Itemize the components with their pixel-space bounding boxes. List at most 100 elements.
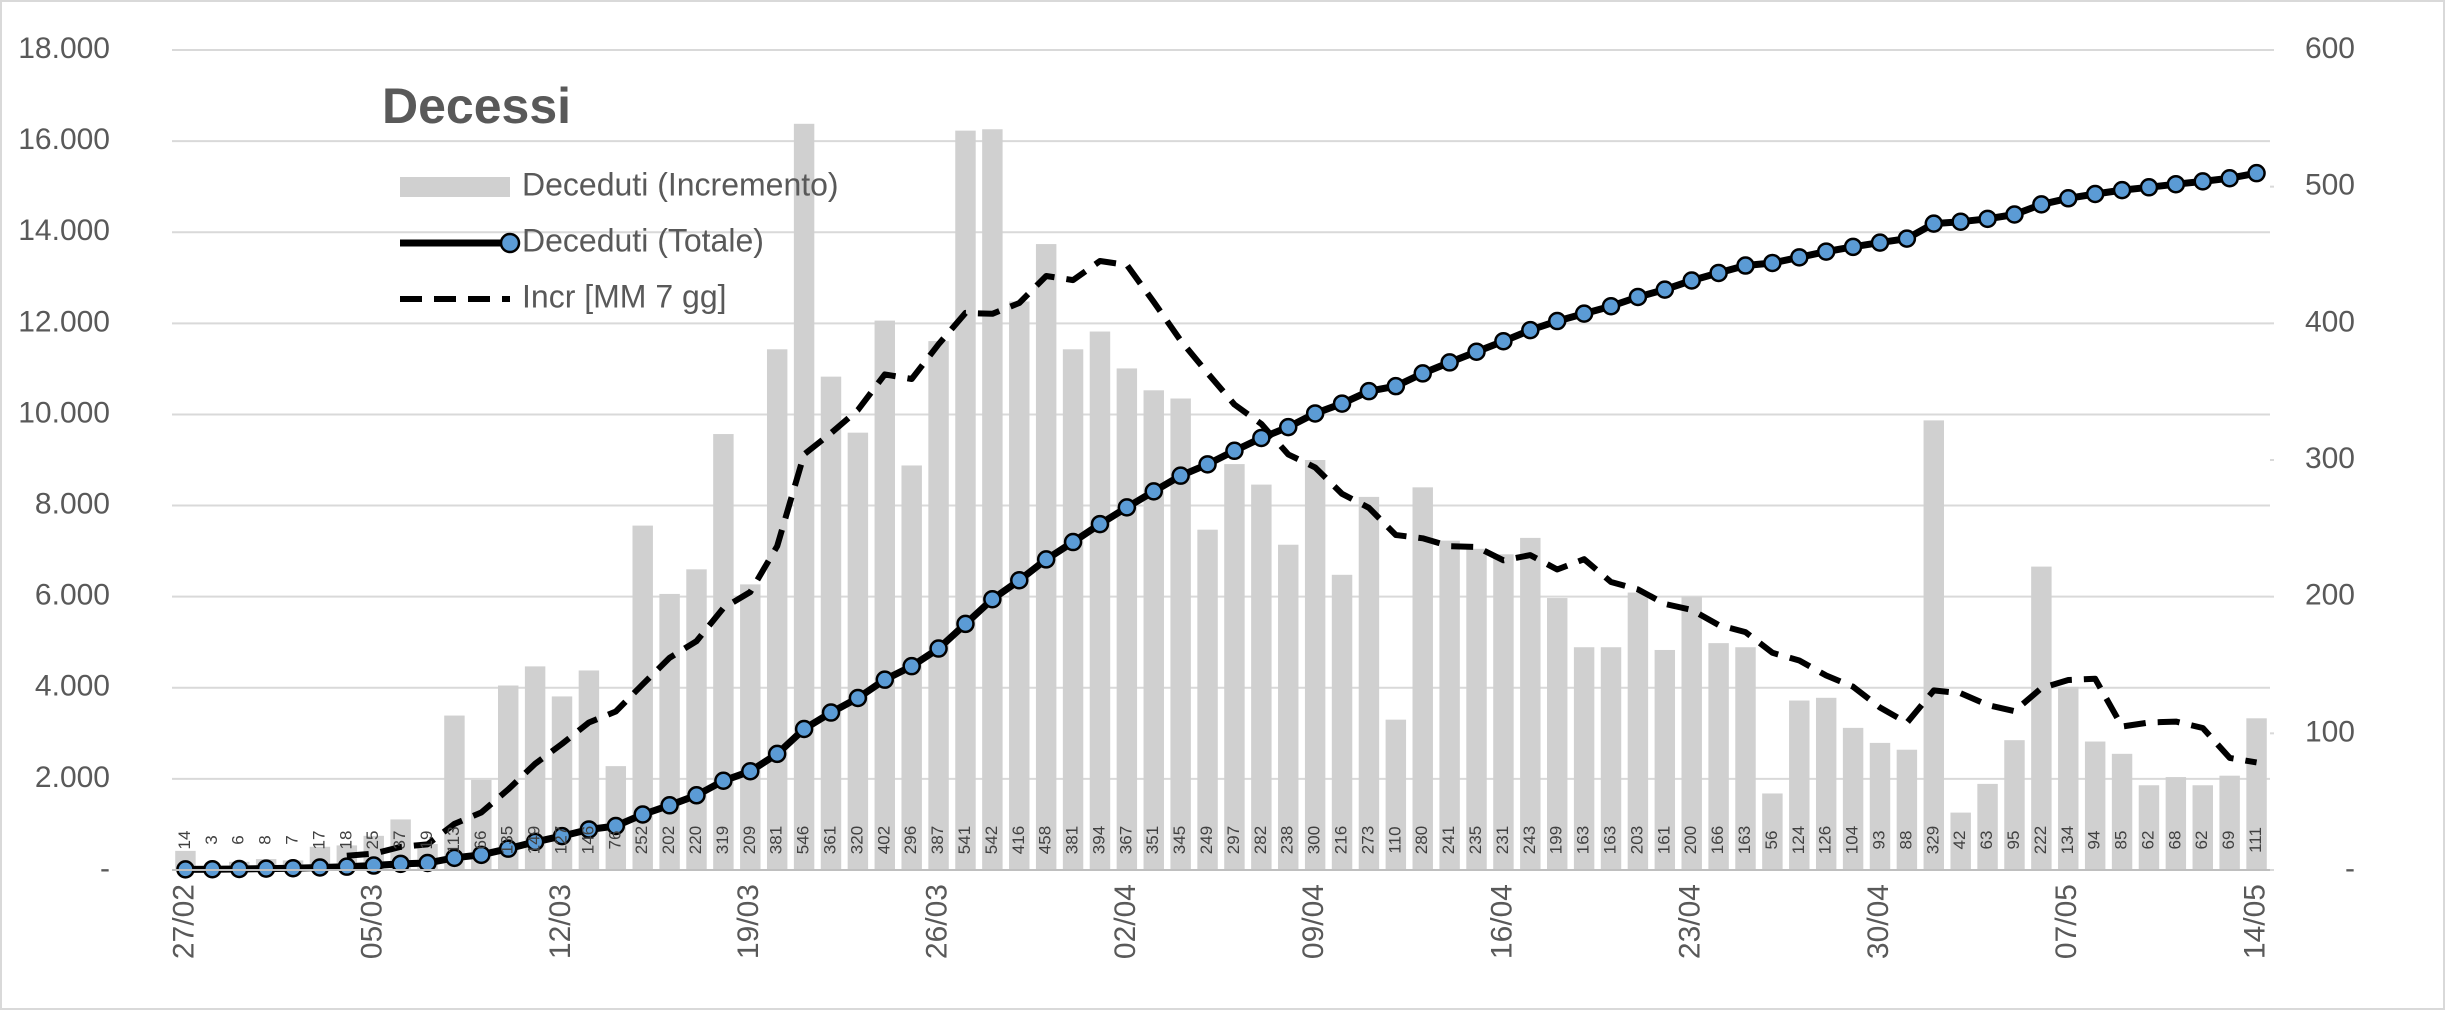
line-marker [2220,168,2239,188]
line-marker [472,845,491,865]
bar [1278,544,1299,870]
line-marker [956,614,975,634]
bar [2138,785,2160,870]
line-marker [1305,404,1325,423]
bar [1439,540,1460,870]
bar [686,569,707,870]
bar-value-label: 541 [955,826,974,854]
dashed-line [346,258,2258,859]
line-marker [1843,237,1863,257]
bar [847,432,869,870]
bar-value-label: 146 [578,826,597,854]
line-marker [552,826,572,846]
bar [955,130,976,871]
y-tick-label: - [100,852,110,885]
line-marker [2112,180,2132,200]
legend-swatch [400,177,510,197]
line-marker [687,786,706,805]
x-tick-label: 23/04 [1674,884,1707,959]
line-marker [2032,195,2051,214]
bar [2219,775,2240,870]
y2-tick-label: 200 [2305,579,2355,612]
bar [1708,643,1729,870]
bar-value-label: 37 [390,831,409,850]
bar-value-label: 231 [1493,826,1512,854]
y-tick-label: 6.000 [35,579,110,612]
bar-value-label: 300 [1305,826,1324,854]
x-tick-label: 14/05 [2238,884,2271,959]
bar [2165,777,2187,870]
y-tick-label: 8.000 [35,487,110,520]
line-marker [767,744,787,764]
line-marker [1547,311,1567,331]
bar-value-label: 56 [1762,831,1781,850]
line-marker [2085,184,2105,204]
line-marker [1736,256,1755,275]
line-marker [1709,263,1728,283]
bar-value-label: 202 [659,826,678,854]
bar-value-label: 381 [767,826,786,854]
line-marker [310,858,330,877]
bar [1412,487,1433,870]
bar-value-label: 416 [1009,826,1028,854]
bar [928,341,949,871]
bar [2058,686,2079,870]
line-marker [2139,178,2159,197]
bar-value-label: 68 [2165,831,2184,850]
bar-value-label: 6 [229,835,248,844]
bar [2111,753,2133,870]
bar-value-label: 19 [417,831,436,850]
bar [1869,742,1891,870]
bar-value-label: 458 [1036,826,1055,854]
bar [1789,700,1810,870]
bar-value-label: 238 [1278,826,1297,854]
bar-value-label: 25 [363,831,382,850]
bar-value-label: 320 [847,826,866,854]
line-marker [1278,417,1298,437]
line-marker [1897,229,1917,248]
bar-value-label: 134 [2058,826,2077,854]
bar-value-label: 18 [336,831,355,850]
line-marker [1252,428,1271,448]
y2-tick-label: 600 [2305,32,2355,65]
bar [1762,793,1783,870]
bar-value-label: 69 [2219,831,2238,850]
bar-value-label: 200 [1681,826,1700,854]
line-marker [983,589,1002,609]
line-marker [1816,242,1836,261]
bar-value-label: 222 [2031,826,2050,854]
bar-value-label: 387 [928,826,947,854]
y-tick-label: 4.000 [35,670,110,703]
bar [497,685,519,870]
bar-value-label: 203 [1627,826,1646,854]
bar-value-label: 216 [1332,826,1351,854]
line-marker [445,848,464,868]
y-tick-label: 2.000 [35,761,110,794]
lines [176,163,2266,879]
bar-value-label: 8 [256,835,275,844]
line-marker [660,796,679,815]
bar-value-label: 66 [471,831,490,850]
bar [1385,719,1407,870]
bar-value-label: 273 [1358,826,1377,854]
bar-value-label: 402 [874,826,893,854]
bar [524,666,546,870]
line-marker [579,820,599,839]
y2-tick-label: 500 [2305,169,2355,202]
bar-value-label: 220 [686,826,705,854]
line-marker [256,859,276,878]
line-marker [1521,320,1540,340]
bar [1842,727,1864,870]
line-marker [337,857,357,876]
bar-value-label: 351 [1143,826,1162,854]
bar-value-label: 394 [1089,826,1108,854]
line-marker [714,771,733,791]
bar-value-label: 113 [444,826,463,853]
bar-value-label: 104 [1843,826,1862,854]
line-marker [794,719,814,739]
bar [2084,741,2106,870]
bar-value-label: 63 [1977,831,1996,850]
x-tick-label: 27/02 [167,884,200,959]
bar [982,129,1003,870]
legend-marker [499,232,521,254]
